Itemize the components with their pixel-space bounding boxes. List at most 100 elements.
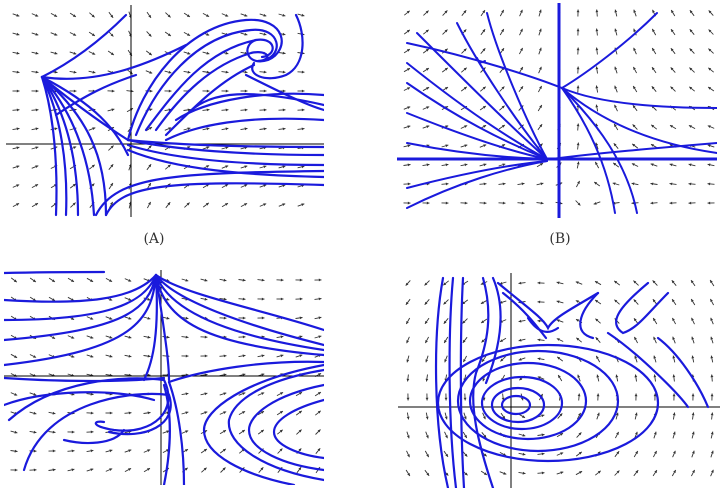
field-arrow-head [425, 378, 429, 382]
field-arrow-head [483, 434, 487, 438]
field-arrow-head [691, 280, 694, 284]
field-arrow-head [711, 469, 714, 473]
field-arrow-head [445, 163, 449, 167]
field-arrow-head [483, 163, 487, 167]
field-arrow-head [90, 430, 94, 434]
field-arrow-head [148, 183, 151, 186]
field-arrow-head [242, 316, 246, 320]
field-arrow-head [539, 105, 542, 108]
field-arrow-head [691, 431, 695, 435]
field-arrow-head [204, 278, 208, 282]
field-arrow-head [72, 183, 76, 187]
streamline [62, 428, 126, 445]
field-arrow-head [242, 297, 246, 301]
field-arrow-head [168, 127, 172, 130]
field-arrow-head [204, 354, 208, 358]
field-arrow-head [35, 146, 39, 150]
field-arrow-head [92, 70, 96, 74]
field-arrow-head [244, 203, 248, 206]
field-arrow-head [597, 470, 601, 474]
field-arrow-head [32, 298, 36, 301]
field-arrow-head [90, 411, 94, 415]
field-arrow-head [537, 376, 541, 379]
streamline [272, 398, 324, 460]
field-arrow-head [35, 70, 39, 74]
field-arrow-head [185, 392, 189, 396]
field-arrow-head [463, 86, 467, 90]
field-arrow-head [225, 108, 229, 112]
field-arrow-head [318, 335, 322, 339]
field-arrow-head [520, 67, 523, 70]
field-arrow-head [502, 163, 506, 167]
field-arrow-head [298, 448, 302, 452]
field-arrow-head [187, 146, 191, 149]
phase-portrait-b [397, 3, 717, 218]
field-arrow-head [576, 319, 579, 322]
field-arrow-head [424, 282, 428, 286]
streamline [416, 32, 548, 160]
field-arrow-head [109, 354, 113, 358]
field-arrow-head [223, 430, 226, 433]
field-arrow-head [166, 335, 170, 339]
field-arrow-head [541, 433, 545, 437]
field-arrow-head [54, 70, 58, 74]
field-arrow-head [502, 415, 505, 419]
field-arrow-head [317, 410, 321, 414]
field-arrow-head [147, 316, 151, 320]
field-arrow-head [318, 373, 322, 376]
field-arrow-head [596, 412, 600, 416]
field-arrow-head [299, 278, 303, 282]
field-arrow-head [261, 354, 265, 358]
field-arrow-head [149, 71, 153, 74]
field-arrow-head [407, 144, 411, 148]
field-arrow-head [222, 448, 226, 452]
field-arrow-head [519, 377, 523, 381]
field-arrow-head [168, 108, 172, 112]
field-arrow-head [206, 89, 210, 93]
field-arrow-head [557, 356, 561, 360]
field-arrow-head [650, 163, 654, 167]
field-arrow-head [502, 182, 506, 186]
streamline [40, 75, 96, 217]
field-arrow-head [92, 52, 96, 55]
field-arrow-head [538, 28, 542, 32]
field-arrow-head [282, 32, 286, 36]
field-arrow-head [559, 413, 563, 417]
field-arrow-head [632, 124, 636, 128]
field-arrow-head [35, 51, 39, 55]
field-arrow-head [578, 412, 581, 416]
field-arrow-head [635, 431, 638, 435]
phase-portrait-c-svg [4, 270, 324, 485]
field-arrow-head [244, 14, 248, 17]
field-arrow-head [669, 182, 673, 186]
field-arrow-head [482, 29, 486, 33]
field-arrow-head [92, 127, 96, 130]
field-arrow-head [710, 374, 714, 378]
field-arrow-head [71, 468, 75, 472]
field-arrow-head [691, 412, 695, 416]
field-arrow-head [147, 335, 151, 339]
field-arrow-head [263, 203, 267, 206]
field-arrow-head [616, 451, 620, 455]
field-arrow-head [185, 430, 189, 433]
streamline [126, 18, 283, 142]
field-arrow-head [633, 86, 636, 89]
field-arrow-head [560, 471, 564, 475]
field-arrow-head [445, 106, 449, 109]
phase-portrait-d-svg [398, 273, 720, 488]
field-arrow-head [426, 435, 429, 439]
streamline [174, 92, 324, 122]
field-arrow-head [244, 184, 248, 187]
field-arrow-head [263, 127, 267, 131]
field-arrow-head [444, 67, 448, 71]
field-arrow-head [654, 450, 657, 454]
field-arrow-head [614, 124, 617, 127]
field-arrow-head [147, 354, 151, 358]
field-arrow-head [110, 14, 114, 18]
axes-d [398, 273, 720, 488]
streamline [126, 138, 324, 157]
field-arrow-head [204, 297, 208, 301]
field-arrow-head [595, 300, 599, 303]
field-arrow-head [424, 301, 428, 305]
field-arrow-head [707, 125, 711, 128]
